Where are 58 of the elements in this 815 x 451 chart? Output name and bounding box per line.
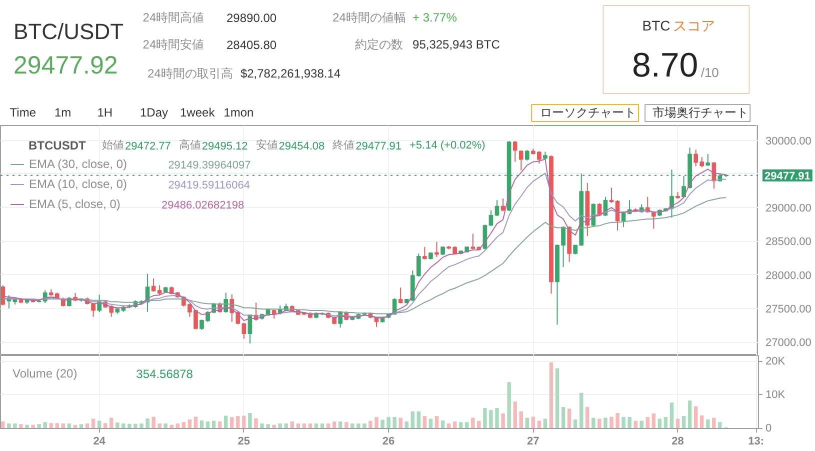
text: 市場奥行チャート xyxy=(652,106,748,120)
text: /10 xyxy=(700,65,719,80)
text: 28405.80 xyxy=(226,38,277,52)
text: スコア xyxy=(672,18,715,34)
annotation: 安値 xyxy=(256,138,278,152)
text: 24時間高値 xyxy=(142,10,204,24)
y-tick-label: 0 xyxy=(766,422,772,434)
annotation: 29419.59116064 xyxy=(168,180,250,192)
y-tick-label: 29000.00 xyxy=(766,202,812,215)
text: 24時間の値幅 xyxy=(332,10,406,24)
annotation: 始値 xyxy=(102,140,124,152)
text: ローソクチャート xyxy=(540,106,636,120)
text: BTC xyxy=(642,18,670,34)
x-tick-label: 26 xyxy=(382,436,395,448)
annotation: 29472.77 xyxy=(125,140,171,152)
annotation: 29149.39964097 xyxy=(168,160,251,172)
annotation: 29486.02682198 xyxy=(162,200,244,212)
y-tick-label: 28500.00 xyxy=(766,236,812,248)
x-tick-label: 13: xyxy=(748,436,764,448)
text: 8.70 xyxy=(632,46,698,84)
text: 29477.92 xyxy=(14,52,118,80)
y-tick-label: 20K xyxy=(766,356,786,368)
text: 29890.00 xyxy=(226,11,277,25)
text: 1m xyxy=(54,106,72,120)
text: 24時間安値 xyxy=(142,38,204,52)
annotation: 高値 xyxy=(178,138,201,152)
y-tick-label: 28000.00 xyxy=(766,270,812,282)
x-tick-label: 28 xyxy=(672,436,684,448)
text: + 3.77% xyxy=(412,10,458,24)
text: 1H xyxy=(97,106,113,120)
legend-label: EMA (30, close, 0) xyxy=(29,157,128,171)
ref-line-label: 29477.91 xyxy=(764,170,810,182)
annotation: 29454.08 xyxy=(278,140,325,152)
x-tick-label: 24 xyxy=(93,436,106,448)
text: Time xyxy=(10,106,36,120)
text: 1Day xyxy=(140,106,168,120)
text: 約定の数 xyxy=(354,38,403,52)
annotation: +5.14 (+0.02%) xyxy=(409,140,486,152)
y-tick-label: 27000.00 xyxy=(766,337,812,350)
text: BTCUSDT xyxy=(28,138,86,152)
x-tick-label: 25 xyxy=(238,436,250,448)
legend-label: EMA (5, close, 0) xyxy=(29,197,120,211)
text: Volume (20) xyxy=(12,366,78,380)
text: 1mon xyxy=(224,106,254,120)
legend-label: EMA (10, close, 0) xyxy=(29,177,128,191)
y-tick-label: 30000.00 xyxy=(766,135,812,148)
y-tick-label: 10K xyxy=(766,388,786,401)
text: 1week xyxy=(180,106,216,120)
text: $2,782,261,938.14 xyxy=(240,66,341,80)
text: 24時間の取引高 xyxy=(147,66,233,80)
text: 95,325,943 BTC xyxy=(412,38,500,52)
y-tick-label: 27500.00 xyxy=(766,303,812,316)
annotation: 29495.12 xyxy=(202,140,248,152)
annotation: 29477.91 xyxy=(356,140,402,152)
x-tick-label: 27 xyxy=(527,436,540,448)
annotation: 終値 xyxy=(332,140,355,152)
annotation: 354.56878 xyxy=(136,367,194,381)
text: BTC/USDT xyxy=(14,19,124,44)
